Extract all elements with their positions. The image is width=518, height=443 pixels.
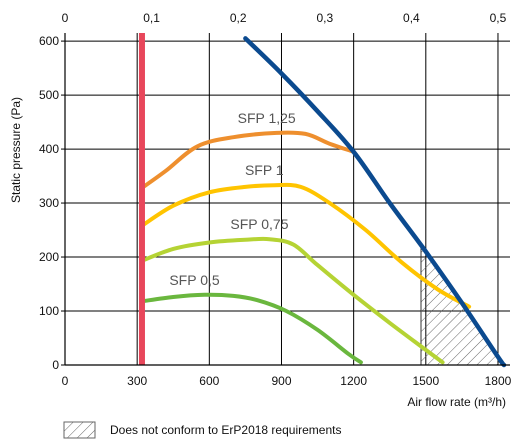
series-line [140,130,356,190]
top-tick-label: 0 [62,11,69,25]
series-line [140,182,472,309]
x-tick-label: 900 [271,374,291,388]
series-label: SFP 1,25 [238,110,296,126]
y-tick-label: 400 [39,142,59,156]
y-tick-label: 500 [39,88,59,102]
x-tick-label: 300 [127,374,147,388]
y-tick-label: 100 [39,304,59,318]
x-tick-label: 1800 [485,374,512,388]
top-tick-label: 0,5 [490,11,507,25]
legend-swatch [63,421,96,439]
fan-curve [243,36,507,368]
series-label: SFP 0,75 [230,216,288,232]
x-axis-label: Air flow rate (m³/h) [407,395,506,409]
top-tick-label: 0,2 [230,11,247,25]
series-line [140,292,363,365]
series-label: SFP 1 [245,162,284,178]
y-tick-label: 0 [52,358,59,372]
y-axis-label: Static pressure (Pa) [9,97,23,203]
x-tick-label: 1500 [412,374,439,388]
tick-labels: 0 300 600 900 1200 1500 1800 0 100 200 300 400 500 60… [39,11,512,388]
series-label: SFP 0,5 [169,272,220,288]
top-tick-label: 0,4 [403,11,420,25]
plot-frame [64,33,510,366]
top-tick-label: 0,3 [316,11,333,25]
x-tick-label: 600 [199,374,219,388]
y-tick-label: 300 [39,196,59,210]
top-tick-label: 0,1 [143,11,160,25]
x-tick-label: 0 [62,374,69,388]
series-line [140,236,445,365]
y-tick-label: 200 [39,250,59,264]
y-tick-label: 600 [39,34,59,48]
series-lines: SFP 1,25 SFP 1 SFP 0,75 SFP 0,5 [138,33,507,368]
legend-label: Does not conform to ErP2018 requirements [110,423,341,437]
x-tick-label: 1200 [340,374,367,388]
